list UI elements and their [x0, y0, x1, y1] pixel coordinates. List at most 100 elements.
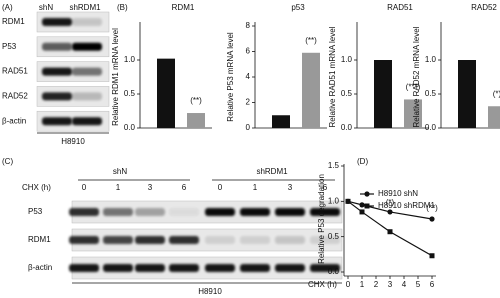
bar — [374, 60, 392, 128]
marker — [429, 253, 435, 259]
x-tick-label: 6 — [430, 280, 435, 289]
band — [205, 264, 235, 272]
row-label: RDM1 — [28, 235, 51, 244]
x-tick-label: 5 — [416, 280, 421, 289]
row-label: β-actin — [2, 116, 26, 125]
row-label: P53 — [28, 207, 43, 216]
legend-label: H8910 shN — [378, 189, 418, 198]
y-tick-label: 0.0 — [124, 123, 136, 132]
chart-title: RAD52 — [471, 3, 497, 12]
annotation: (**) — [190, 96, 202, 105]
band — [240, 208, 270, 216]
panel-label: (D) — [357, 157, 368, 166]
bar — [157, 58, 175, 128]
marker — [345, 198, 351, 204]
y-label: Relative RAD51 mRNA level — [328, 26, 337, 127]
bar — [404, 99, 422, 128]
time-value: 0 — [218, 183, 223, 192]
y-label: Relative RAD52 mRNA level — [412, 26, 421, 127]
group-label: shN — [113, 167, 127, 176]
bar — [458, 60, 476, 128]
chart-title: p53 — [291, 3, 305, 12]
panel-label: (A) — [2, 3, 13, 12]
time-value: 6 — [182, 183, 187, 192]
y-label: Relative P53 mRNA level — [226, 32, 235, 122]
bar — [272, 115, 290, 128]
bar — [488, 106, 500, 128]
y-tick-label: 8 — [246, 21, 251, 30]
y-tick-label: 0.5 — [425, 89, 437, 98]
band — [42, 117, 72, 126]
marker — [359, 202, 365, 208]
time-value: 6 — [323, 183, 328, 192]
series-line — [347, 200, 433, 220]
time-value: 3 — [148, 183, 153, 192]
band — [310, 264, 340, 272]
series-line — [347, 200, 433, 257]
band — [103, 208, 133, 216]
marker — [359, 209, 365, 215]
y-tick-label: 1.5 — [328, 161, 340, 170]
band — [205, 236, 235, 244]
row-label: RAD51 — [2, 67, 28, 76]
band — [42, 42, 72, 51]
band — [72, 117, 102, 126]
band — [275, 236, 305, 244]
x-tick-label: 0 — [346, 280, 351, 289]
y-tick-label: 1.0 — [425, 55, 437, 64]
x-tick-label: 2 — [374, 280, 379, 289]
band — [103, 236, 133, 244]
band — [69, 264, 99, 272]
column-label: shN — [39, 3, 53, 12]
band — [42, 18, 72, 26]
legend-label: H8910 shRDM1 — [378, 201, 435, 210]
time-label: CHX (h) — [22, 183, 51, 192]
y-tick-label: 1.0 — [124, 55, 136, 64]
band — [310, 208, 340, 216]
y-tick-label: 6 — [246, 47, 251, 56]
y-tick-label: 0 — [246, 123, 251, 132]
band — [135, 208, 165, 216]
y-tick-label: 1.0 — [328, 196, 340, 205]
band — [103, 264, 133, 272]
band — [310, 236, 340, 244]
time-value: 1 — [253, 183, 258, 192]
chart-title: RAD51 — [387, 3, 413, 12]
y-tick-label: 4 — [246, 72, 251, 81]
x-tick-label: 3 — [388, 280, 393, 289]
y-tick-label: 0.5 — [124, 89, 136, 98]
cell-line: H8910 — [61, 137, 85, 146]
y-tick-label: 0.0 — [425, 123, 437, 132]
y-tick-label: 2 — [246, 98, 251, 107]
band — [240, 264, 270, 272]
y-label: Relative P53 degradation — [317, 174, 326, 264]
band — [42, 92, 72, 101]
row-label: β-actin — [28, 263, 52, 272]
x-label: CHX (h) — [308, 280, 337, 289]
group-label: shRDM1 — [256, 167, 288, 176]
cell-line: H8910 — [198, 287, 222, 296]
band — [240, 236, 270, 244]
band — [72, 67, 102, 76]
annotation: (*) — [493, 89, 500, 98]
band — [275, 208, 305, 216]
row-label: P53 — [2, 42, 17, 51]
y-tick-label: 0.0 — [328, 267, 340, 276]
band — [169, 264, 199, 272]
band — [42, 67, 72, 76]
marker — [429, 216, 435, 222]
bar — [187, 113, 205, 128]
time-value: 1 — [116, 183, 121, 192]
marker — [387, 229, 393, 235]
chart-title: RDM1 — [172, 3, 195, 12]
y-label: Relative RDM1 mRNA level — [111, 28, 120, 126]
column-label: shRDM1 — [69, 3, 101, 12]
annotation: (**) — [305, 36, 317, 45]
y-tick-label: 0.5 — [341, 89, 353, 98]
band — [72, 18, 102, 26]
band — [72, 42, 102, 51]
time-value: 0 — [82, 183, 87, 192]
band — [205, 208, 235, 216]
marker — [387, 209, 393, 215]
